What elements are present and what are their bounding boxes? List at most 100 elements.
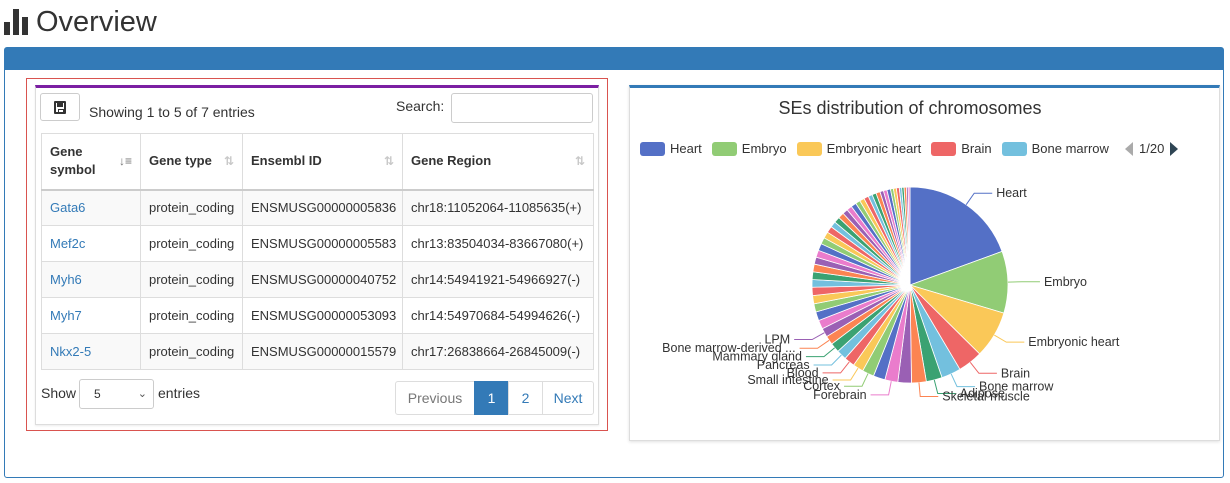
previous-button[interactable]: Previous (395, 381, 475, 415)
table-highlight-frame (26, 78, 608, 431)
pie-label-lpm: LPM (764, 333, 790, 347)
gene-type-cell: protein_coding (140, 297, 243, 334)
ensembl-id-cell: ENSMUSG00000040752 (242, 261, 403, 298)
bar-chart-icon (4, 9, 28, 35)
save-button[interactable] (40, 93, 80, 121)
gene-type-cell: protein_coding (140, 261, 243, 298)
legend-item-bone-marrow[interactable]: Bone marrow (1001, 141, 1109, 156)
pie-slice-heart[interactable] (909, 186, 1003, 286)
gene-region-cell: chr18:11052064-11085635(+) (402, 189, 594, 226)
pie-label-line (832, 367, 859, 381)
legend-label: Embryo (741, 141, 787, 156)
page-title: Overview (4, 4, 157, 40)
pie-label-skeletal-muscle: Skeletal muscle (942, 390, 1030, 404)
ensembl-id-cell: ENSMUSG00000005583 (242, 225, 403, 262)
pie-label-line (805, 347, 836, 358)
gene-type-cell: protein_coding (140, 333, 243, 370)
next-button[interactable]: Next (542, 381, 594, 415)
pie-label-line (918, 382, 939, 398)
gene-region-cell: chr13:83504034-83667080(+) (402, 225, 594, 262)
legend-item-embryo[interactable]: Embryo (711, 141, 787, 156)
pie-label-brain: Brain (1001, 366, 1030, 380)
legend-swatch (931, 141, 957, 156)
legend-label: Embryonic heart (826, 141, 922, 156)
legend-item-embryonic-heart[interactable]: Embryonic heart (796, 141, 922, 156)
gene-symbol-link[interactable]: Nkx2-5 (41, 333, 141, 370)
legend-pager: 1/20 (1125, 141, 1179, 156)
pie-label-small-intestine: Small intestine (747, 373, 828, 387)
pie-label-heart: Heart (996, 186, 1027, 200)
page-title-text: Overview (36, 5, 157, 38)
sort-ascending-icon: ↓≡ (118, 154, 132, 169)
pie-label-blood: Blood (787, 366, 819, 380)
gene-region-cell: chr14:54970684-54994626(-) (402, 297, 594, 334)
gene-region-cell: chr17:26838664-26845009(-) (402, 333, 594, 370)
gene-region-cell: chr14:54941921-54966927(-) (402, 261, 594, 298)
pie-label-line (950, 373, 976, 388)
gene-type-cell: protein_coding (140, 225, 243, 262)
pie-label-line (994, 334, 1025, 343)
pie-label-line (799, 339, 830, 349)
column-header-ensembl-id[interactable]: Ensembl ID ⇅ (242, 133, 403, 191)
chart-legend: Heart Embryo Embryonic heart Brain Bone … (640, 141, 1119, 156)
legend-label: Heart (670, 141, 702, 156)
page-2-button[interactable]: 2 (508, 381, 543, 415)
pie-label-forebrain: Forebrain (813, 388, 867, 402)
gene-symbol-link[interactable]: Myh6 (41, 261, 141, 298)
gene-symbol-link[interactable]: Mef2c (41, 225, 141, 262)
gene-table: Gene symbol ↓≡ Gene type ⇅ Ensembl ID ⇅ … (41, 133, 594, 370)
legend-item-heart[interactable]: Heart (640, 141, 702, 156)
page-length-select[interactable]: 5 ⌄ (79, 379, 154, 409)
pie-label-line (813, 354, 842, 366)
table-row: Myh7 protein_coding ENSMUSG00000053093 c… (41, 297, 594, 334)
pie-slice[interactable] (907, 186, 911, 286)
pie-label-line (965, 192, 993, 205)
column-header-label: Gene Region (411, 153, 492, 169)
search-input[interactable] (451, 93, 593, 123)
legend-swatch (640, 141, 665, 156)
page-length-value: 5 (94, 387, 101, 401)
sort-icon: ⇅ (223, 154, 234, 169)
gene-type-cell: protein_coding (140, 189, 243, 226)
table-row: Nkx2-5 protein_coding ENSMUSG00000015579… (41, 333, 594, 370)
legend-label: Bone marrow (1031, 141, 1109, 156)
pie-label-pancreas: Pancreas (757, 358, 810, 372)
pie-label-bone-marrow-derived: Bone marrow-derived ... (662, 341, 795, 355)
pie-label-line (794, 332, 825, 341)
table-row: Gata6 protein_coding ENSMUSG00000005836 … (41, 189, 594, 226)
legend-prev-icon[interactable] (1125, 141, 1133, 156)
pie-label-embryo: Embryo (1044, 275, 1087, 289)
sort-icon: ⇅ (383, 154, 394, 169)
pie-label-embryonic-heart: Embryonic heart (1028, 335, 1120, 349)
panel-header (5, 48, 1223, 70)
gene-symbol-link[interactable]: Myh7 (41, 297, 141, 334)
table-row: Myh6 protein_coding ENSMUSG00000040752 c… (41, 261, 594, 298)
chevron-down-icon: ⌄ (137, 388, 147, 400)
column-header-label: Gene symbol (50, 144, 96, 178)
column-header-gene-type[interactable]: Gene type ⇅ (140, 133, 243, 191)
pagination: Previous 1 2 Next (395, 381, 594, 415)
pie-label-mammary-gland: Mammary gland (712, 350, 802, 364)
pie-label-bone-marrow: Bone marrow (979, 380, 1054, 394)
gene-symbol-link[interactable]: Gata6 (41, 189, 141, 226)
overview-panel (4, 47, 1224, 478)
pie-label-line (969, 361, 997, 374)
column-header-gene-symbol[interactable]: Gene symbol ↓≡ (41, 133, 141, 191)
table-row: Mef2c protein_coding ENSMUSG00000005583 … (41, 225, 594, 262)
column-header-gene-region[interactable]: Gene Region ⇅ (402, 133, 594, 191)
legend-next-icon[interactable] (1170, 141, 1179, 156)
chart-title: SEs distribution of chromosomes (778, 98, 1042, 118)
legend-swatch (711, 141, 737, 156)
ensembl-id-cell: ENSMUSG00000005836 (242, 189, 403, 226)
entries-label: entries (158, 385, 201, 401)
legend-page-text: 1/20 (1139, 141, 1165, 156)
ensembl-id-cell: ENSMUSG00000053093 (242, 297, 403, 334)
legend-swatch (796, 141, 822, 156)
legend-item-brain[interactable]: Brain (931, 141, 992, 156)
legend-swatch (1001, 141, 1027, 156)
pie-label-line (870, 381, 892, 396)
page-1-button[interactable]: 1 (474, 381, 509, 415)
column-header-label: Ensembl ID (251, 153, 322, 169)
legend-label: Brain (961, 141, 992, 156)
